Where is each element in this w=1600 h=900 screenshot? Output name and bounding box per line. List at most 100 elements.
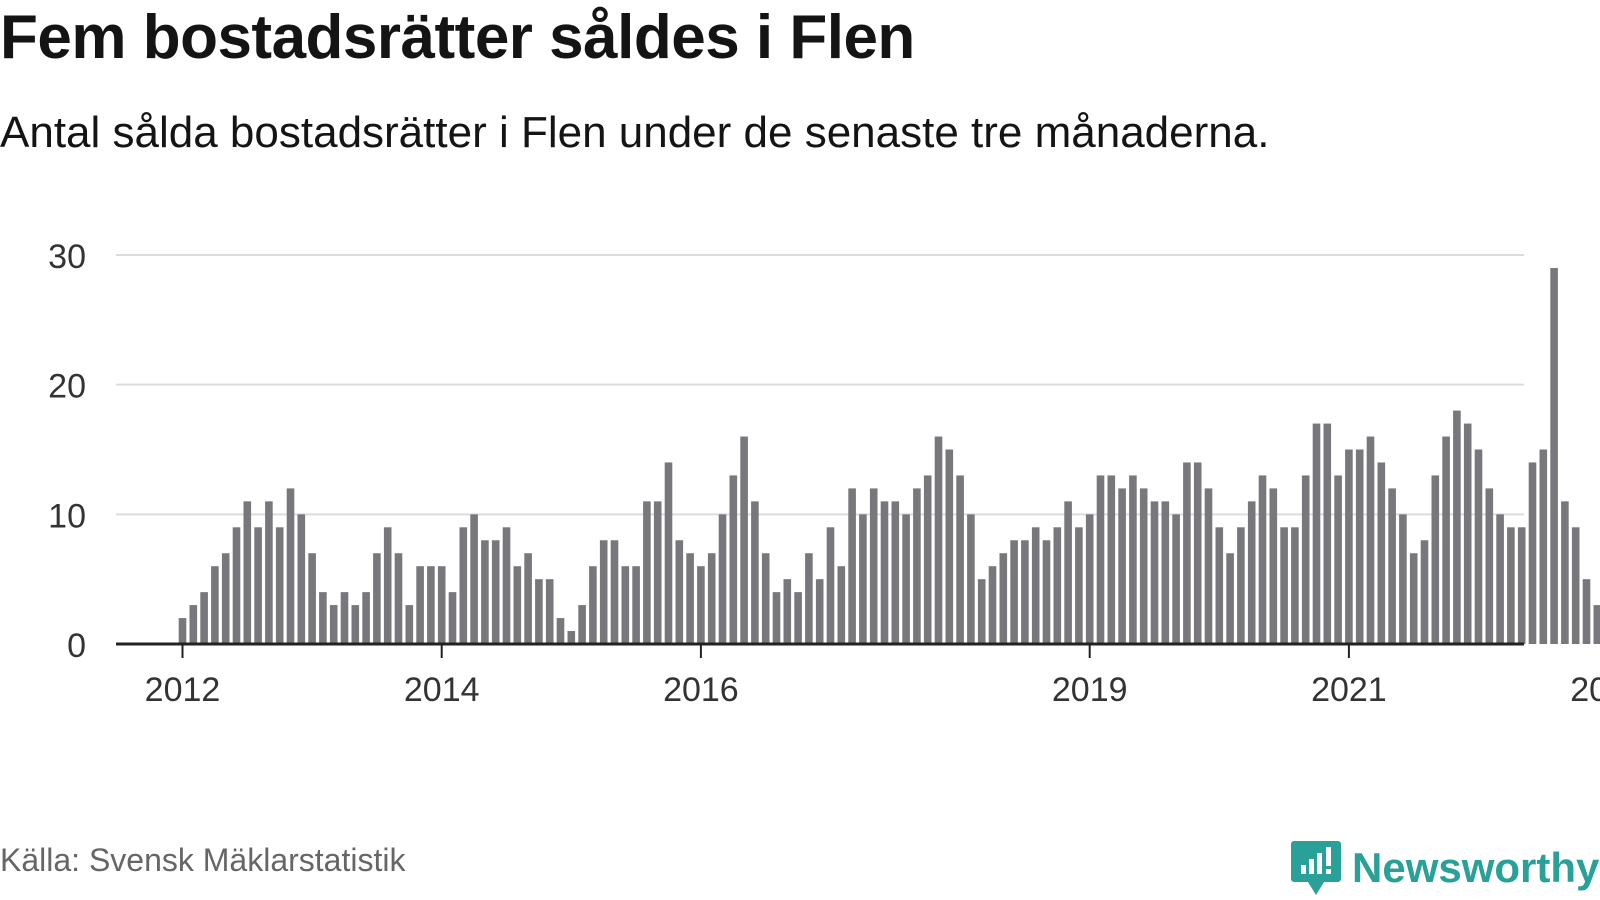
bar: [556, 618, 565, 644]
bar: [1463, 423, 1472, 644]
source-note: Källa: Svensk Mäklarstatistik: [0, 842, 406, 878]
bar: [1442, 436, 1450, 644]
bar: [470, 514, 478, 644]
bar: [610, 540, 619, 644]
bar: [1258, 475, 1267, 644]
x-tick-label: 2012: [145, 671, 221, 709]
bar: [999, 553, 1008, 644]
bar: [286, 488, 295, 644]
bar: [1064, 501, 1072, 644]
bar: [923, 475, 932, 644]
bar: [589, 566, 597, 644]
bar: [394, 553, 403, 644]
bar: [1312, 423, 1321, 644]
bar: [448, 592, 457, 644]
bar: [794, 592, 802, 644]
bar: [275, 527, 284, 644]
bar: [1010, 540, 1018, 644]
newsworthy-logo-icon: [1291, 841, 1341, 895]
bar: [1183, 462, 1191, 644]
bar: [686, 553, 694, 644]
bar: [1539, 449, 1548, 644]
bar: [697, 566, 705, 644]
bar: [1107, 475, 1116, 644]
x-tick-label: 2014: [404, 671, 480, 709]
bar: [1582, 579, 1591, 644]
bar: [675, 540, 684, 644]
bar: [221, 553, 230, 644]
bar: [664, 462, 673, 644]
y-tick-label: 30: [48, 238, 86, 276]
chart-title: Fem bostadsrätter såldes i Flen: [0, 3, 915, 72]
bar: [416, 566, 424, 644]
bar: [1139, 488, 1148, 644]
bar: [826, 527, 835, 644]
bar: [567, 631, 576, 644]
bar: [1226, 553, 1234, 644]
bar: [405, 605, 414, 644]
bar: [891, 501, 900, 644]
bar: [1377, 462, 1386, 644]
bar: [1593, 605, 1600, 644]
x-tick-label: 2021: [1311, 671, 1387, 709]
bar: [1485, 488, 1494, 644]
bar: [837, 566, 846, 644]
bar: [772, 592, 781, 644]
bar: [1204, 488, 1213, 644]
bar: [1550, 267, 1558, 644]
bar: [1085, 514, 1094, 644]
bar: [362, 592, 370, 644]
bar: [632, 566, 640, 644]
bar-chart: 01020305201220142016201920212023: [48, 238, 1600, 709]
bar: [189, 605, 198, 644]
bar: [1269, 488, 1278, 644]
x-tick-label: 2016: [663, 671, 739, 709]
bar: [178, 618, 187, 644]
bar: [869, 488, 878, 644]
bar: [815, 579, 824, 644]
bar: [913, 488, 921, 644]
bar: [1096, 475, 1105, 644]
bar: [1453, 410, 1461, 644]
bar: [351, 605, 360, 644]
bar: [934, 436, 943, 644]
bar: [243, 501, 252, 644]
brand-name: Newsworthy: [1352, 844, 1600, 891]
bar: [1496, 514, 1504, 644]
bar: [1193, 462, 1202, 644]
bar: [859, 514, 867, 644]
bar: [707, 553, 716, 644]
bar: [1291, 527, 1299, 644]
bar: [1528, 462, 1537, 644]
bar: [805, 553, 813, 644]
bar: [945, 449, 954, 644]
bar: [1507, 527, 1515, 644]
bar: [761, 553, 770, 644]
bar: [988, 566, 997, 644]
bar: [1399, 514, 1407, 644]
bar: [308, 553, 316, 644]
bar: [1345, 449, 1353, 644]
bar: [1355, 449, 1364, 644]
bar: [200, 592, 208, 644]
bar: [1075, 527, 1083, 644]
bar: [319, 592, 327, 644]
bar: [329, 605, 338, 644]
bar: [513, 566, 522, 644]
bar: [751, 501, 759, 644]
bar: [1323, 423, 1332, 644]
bar: [1301, 475, 1310, 644]
bar: [599, 540, 608, 644]
bar: [621, 566, 630, 644]
bar: [1409, 553, 1418, 644]
bar: [1172, 514, 1180, 644]
bar: [977, 579, 986, 644]
bar: [956, 475, 964, 644]
bar: [718, 514, 727, 644]
bar: [1215, 527, 1224, 644]
bar: [729, 475, 738, 644]
bar: [1561, 501, 1569, 644]
bar: [1334, 475, 1342, 644]
bar: [1129, 475, 1137, 644]
bar: [524, 553, 532, 644]
